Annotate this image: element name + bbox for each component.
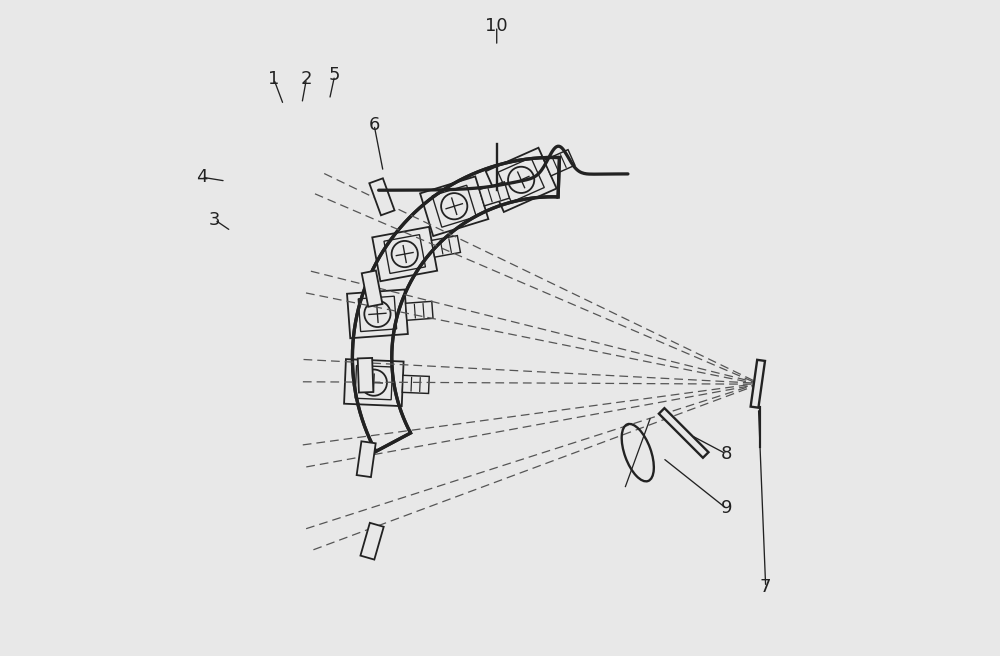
Text: 6: 6 bbox=[368, 115, 380, 134]
Text: 9: 9 bbox=[721, 499, 732, 518]
Polygon shape bbox=[362, 270, 382, 307]
Text: 2: 2 bbox=[301, 70, 312, 88]
Polygon shape bbox=[358, 358, 373, 392]
Polygon shape bbox=[372, 227, 437, 281]
Polygon shape bbox=[432, 236, 460, 257]
Polygon shape bbox=[406, 301, 433, 320]
Polygon shape bbox=[751, 360, 765, 407]
Polygon shape bbox=[544, 150, 575, 176]
Text: 7: 7 bbox=[760, 578, 771, 596]
Polygon shape bbox=[352, 157, 559, 451]
Polygon shape bbox=[360, 523, 384, 560]
Polygon shape bbox=[347, 289, 408, 338]
Text: 10: 10 bbox=[485, 17, 508, 35]
Polygon shape bbox=[357, 441, 376, 477]
Polygon shape bbox=[420, 176, 488, 236]
Polygon shape bbox=[486, 148, 557, 212]
Text: 3: 3 bbox=[209, 211, 220, 229]
Polygon shape bbox=[659, 408, 708, 458]
Polygon shape bbox=[369, 178, 395, 215]
Polygon shape bbox=[344, 359, 404, 406]
Text: 1: 1 bbox=[268, 70, 279, 88]
Text: 8: 8 bbox=[721, 445, 732, 463]
Text: 5: 5 bbox=[329, 66, 340, 85]
Polygon shape bbox=[402, 375, 429, 394]
Text: 4: 4 bbox=[196, 168, 207, 186]
Polygon shape bbox=[479, 182, 509, 206]
